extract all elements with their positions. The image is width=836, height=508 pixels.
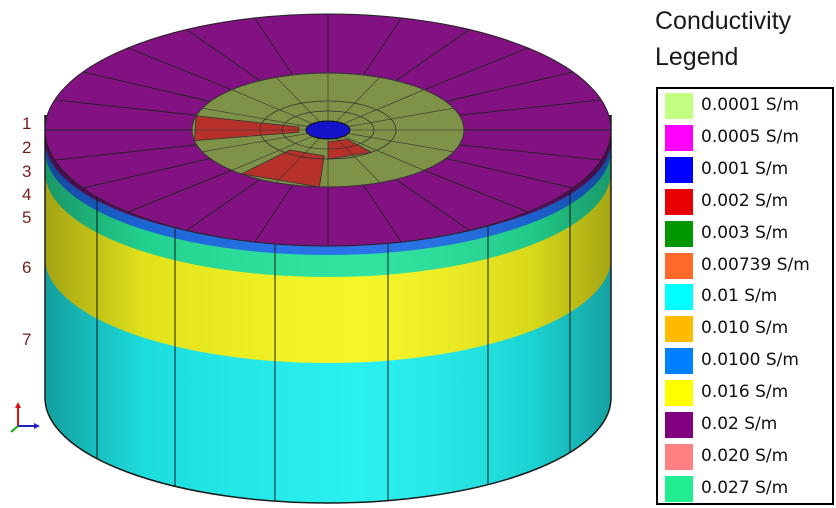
xyz-axes-icon	[10, 402, 40, 433]
layer-number-3: 3	[22, 162, 32, 181]
legend-label: 0.02 S/m	[701, 414, 778, 434]
legend-swatch	[665, 443, 693, 470]
legend-entry: 0.001 S/m	[658, 153, 834, 185]
legend-swatch	[665, 284, 693, 311]
legend-entry: 0.00739 S/m	[658, 249, 834, 281]
layer-number-1: 1	[22, 114, 32, 133]
legend-label: 0.027 S/m	[701, 477, 789, 498]
top-spoke-line	[459, 144, 602, 161]
legend-entry: 0.01 S/m	[658, 280, 834, 312]
inner-mesh-spoke	[202, 107, 308, 127]
top-spoke-line	[362, 184, 402, 243]
red-sector-left	[193, 115, 300, 142]
top-spoke-line	[82, 158, 211, 189]
inner-mesh-spoke	[202, 133, 308, 153]
legend-swatch	[665, 93, 693, 119]
legend-label: 0.002 S/m	[701, 190, 789, 211]
top-spoke-line	[186, 178, 261, 231]
top-spoke-line	[362, 17, 402, 76]
legend-swatch	[665, 475, 693, 502]
inner-mesh-spoke	[336, 77, 381, 122]
top-spoke-line	[445, 71, 574, 102]
legend-swatch	[665, 124, 693, 151]
center-region	[305, 120, 351, 140]
top-spoke-line	[127, 47, 233, 91]
conductivity-legend: 0.0001 S/m 0.0005 S/m 0.001 S/m 0.002 S/m 0.…	[656, 87, 834, 505]
inner-mesh-spoke	[231, 89, 313, 124]
legend-label: 0.00739 S/m	[701, 254, 810, 275]
top-spoke-line	[445, 158, 574, 189]
legend-title-line1: Conductivity	[655, 7, 792, 35]
legend-label: 0.0005 S/m	[701, 126, 799, 147]
legend-entry: 0.002 S/m	[658, 185, 834, 217]
legend-entry: 0.003 S/m	[658, 217, 834, 249]
inner-mesh-spoke	[348, 133, 454, 153]
legend-entry: 0.0001 S/m	[658, 89, 834, 121]
inner-mesh-lines	[192, 73, 464, 187]
layer-number-2: 2	[22, 138, 32, 157]
top-spoke-line	[254, 184, 294, 243]
legend-swatch	[665, 188, 693, 215]
inner-mesh-spoke	[343, 89, 425, 124]
legend-swatch	[665, 252, 693, 279]
inner-mesh-spoke	[275, 138, 320, 183]
legend-label: 0.020 S/m	[701, 445, 789, 466]
legend-swatch	[665, 220, 693, 247]
top-spoke-line	[186, 29, 261, 82]
top-spoke-line	[254, 17, 294, 76]
top-spoke-line	[127, 169, 233, 213]
inner-mesh-spoke	[275, 77, 320, 122]
legend-entry: 0.010 S/m	[658, 312, 834, 344]
legend-title-line2: Legend	[655, 43, 739, 71]
legend-swatch	[665, 412, 693, 438]
legend-entry: 0.027 S/m	[658, 472, 834, 504]
top-spoke-line	[54, 99, 197, 116]
legend-label: 0.0001 S/m	[701, 95, 799, 115]
top-spoke-line	[395, 29, 470, 82]
top-spoke-line	[423, 47, 529, 91]
legend-swatch	[665, 156, 693, 183]
layer-number-5: 5	[22, 208, 32, 227]
legend-label: 0.01 S/m	[701, 286, 778, 307]
legend-entry: 0.016 S/m	[658, 376, 834, 408]
layer-number-7: 7	[22, 330, 32, 349]
top-spoke-line	[82, 71, 211, 102]
legend-entry: 0.0005 S/m	[658, 121, 834, 153]
inner-mesh-spoke	[336, 138, 381, 183]
legend-label: 0.001 S/m	[701, 158, 789, 179]
top-spoke-line	[423, 169, 529, 213]
legend-label: 0.0100 S/m	[701, 350, 799, 371]
top-spoke-line	[459, 99, 602, 116]
legend-label: 0.016 S/m	[701, 382, 789, 403]
legend-swatch	[665, 316, 693, 343]
layer-number-6: 6	[22, 258, 32, 277]
inner-mesh-spoke	[231, 136, 313, 171]
inner-mesh-spoke	[348, 107, 454, 127]
legend-swatch	[665, 380, 693, 407]
red-sector-bottom-outer	[240, 149, 325, 188]
legend-entry: 0.02 S/m	[658, 408, 834, 440]
legend-entry: 0.020 S/m	[658, 440, 834, 472]
legend-label: 0.010 S/m	[701, 318, 789, 339]
top-spoke-line	[54, 144, 197, 161]
inner-mesh-spoke	[343, 136, 425, 171]
cylinder-outline	[44, 115, 612, 504]
legend-entry: 0.0100 S/m	[658, 344, 834, 376]
legend-swatch	[665, 348, 693, 375]
legend-label: 0.003 S/m	[701, 222, 789, 243]
top-mesh-spokes	[45, 14, 611, 246]
layer-number-4: 4	[22, 185, 32, 204]
top-spoke-line	[395, 178, 470, 231]
